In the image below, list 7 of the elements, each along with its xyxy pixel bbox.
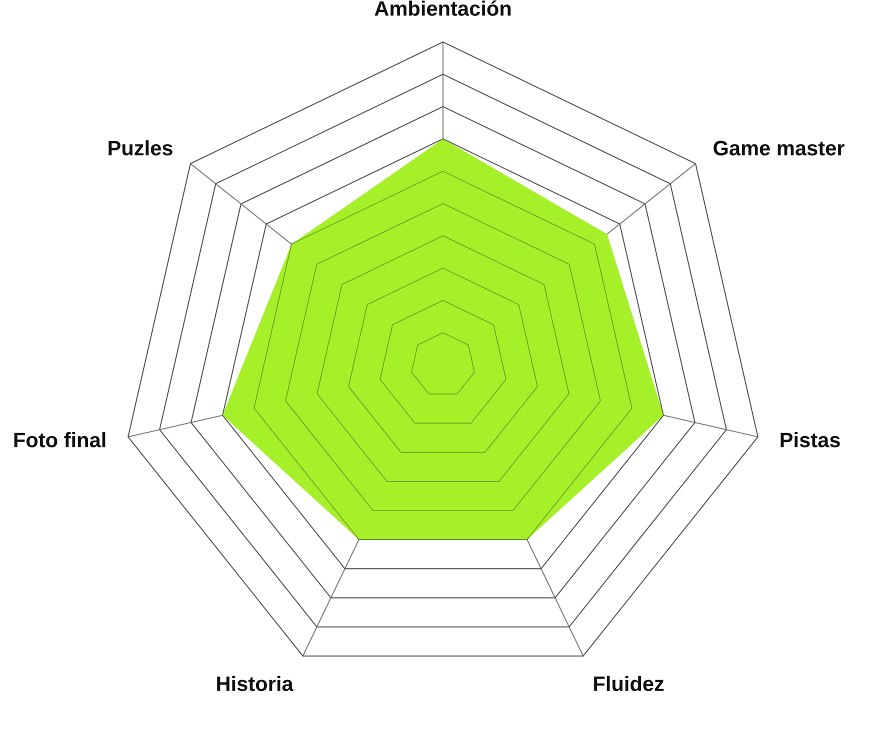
spoke-label: Ambientación <box>374 0 511 16</box>
spoke-label: Pistas <box>780 432 840 448</box>
spoke-label: Foto final <box>14 432 106 448</box>
spoke-label: Puzles <box>108 140 172 156</box>
spoke-label: Historia <box>217 676 294 692</box>
spoke-label: Fluidez <box>594 676 664 692</box>
spoke-label: Game master <box>714 140 844 156</box>
